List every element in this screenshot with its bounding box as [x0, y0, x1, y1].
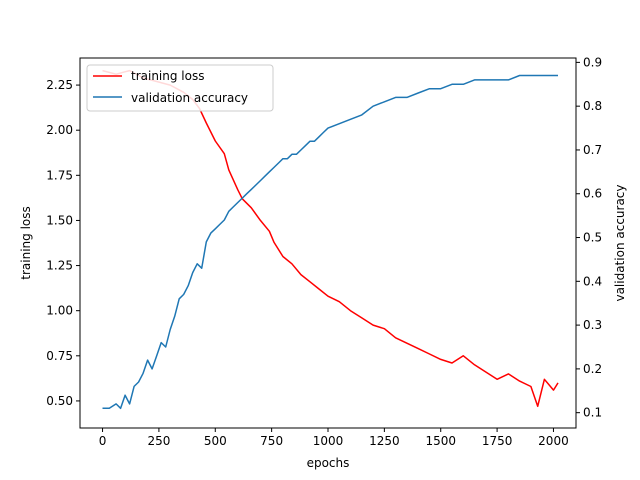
x-tick-label: 2000	[538, 434, 569, 448]
y-left-tick-label: 1.00	[46, 304, 73, 318]
y-axis-right: 0.1 0.2 0.3 0.4 0.5 0.6 0.7 0.8 0.9	[576, 55, 602, 420]
x-tick-label: 500	[204, 434, 227, 448]
y-axis-left: 0.50 0.75 1.00 1.25 1.50 1.75 2.00 2.25	[46, 78, 80, 408]
y-left-tick-label: 0.50	[46, 394, 73, 408]
y-left-tick-label: 1.50	[46, 213, 73, 227]
legend-box	[86, 64, 274, 112]
y-left-tick-label: 1.75	[46, 168, 73, 182]
y-right-tick-label: 0.5	[583, 231, 602, 245]
y-right-tick-label: 0.6	[583, 187, 602, 201]
x-tick-label: 0	[99, 434, 107, 448]
x-tick-label: 1750	[482, 434, 513, 448]
y-right-tick-label: 0.8	[583, 99, 602, 113]
y-right-tick-label: 0.7	[583, 143, 602, 157]
y-right-tick-label: 0.2	[583, 362, 602, 376]
y-left-tick-label: 2.25	[46, 78, 73, 92]
series-line-validation-accuracy	[102, 74, 558, 410]
legend-label-training-loss: training loss	[131, 69, 204, 83]
x-tick-label: 250	[147, 434, 170, 448]
y-left-tick-label: 1.25	[46, 259, 73, 273]
y-right-tick-label: 0.3	[583, 318, 602, 332]
y-right-tick-label: 0.9	[583, 55, 602, 69]
y-axis-left-label: training loss	[19, 206, 33, 279]
x-tick-label: 1250	[369, 434, 400, 448]
y-axis-right-label: validation accuracy	[613, 184, 627, 301]
y-left-tick-label: 0.75	[46, 349, 73, 363]
x-axis: 0 250 500 750 1000 1250 1500 1750 2000	[99, 428, 569, 448]
legend-label-validation-accuracy: validation accuracy	[131, 91, 248, 105]
legend: training loss validation accuracy	[86, 64, 274, 112]
y-right-tick-label: 0.4	[583, 274, 602, 288]
y-right-tick-label: 0.1	[583, 406, 602, 420]
x-tick-label: 750	[260, 434, 283, 448]
x-axis-label: epochs	[307, 456, 350, 470]
x-tick-label: 1000	[313, 434, 344, 448]
x-tick-label: 1500	[425, 434, 456, 448]
y-left-tick-label: 2.00	[46, 123, 73, 137]
